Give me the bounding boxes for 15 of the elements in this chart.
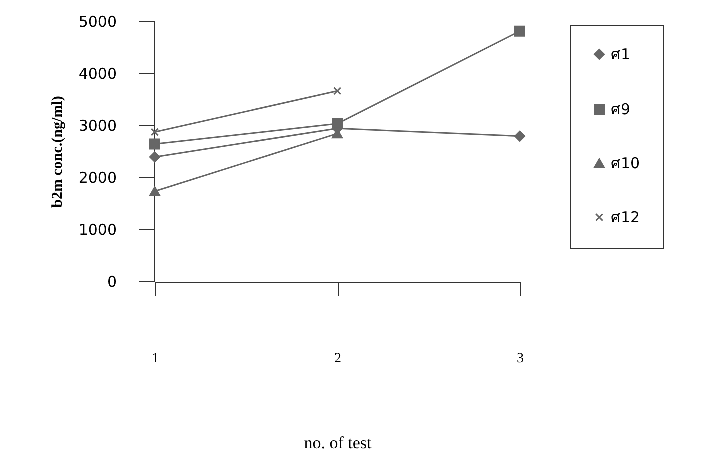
- y-tick-label: 4000: [78, 65, 117, 83]
- legend-label: ศ12: [611, 208, 640, 226]
- legend-label: ศ9: [611, 100, 631, 118]
- legend-label: ศ10: [611, 154, 640, 172]
- y-tick-label: 3000: [78, 117, 117, 135]
- legend-label: ศ1: [611, 46, 631, 64]
- y-axis-title: b2m conc.(ng/ml): [50, 96, 66, 208]
- x-tick-label: 3: [517, 352, 524, 366]
- x-tick-label: 2: [334, 352, 342, 366]
- y-tick-label: 5000: [78, 13, 117, 31]
- y-tick-label: 2000: [78, 169, 117, 187]
- y-tick-label: 0: [107, 273, 117, 291]
- y-tick-label: 1000: [78, 221, 117, 239]
- x-tick-label: 1: [152, 352, 159, 366]
- x-axis-title: no. of test: [304, 434, 372, 452]
